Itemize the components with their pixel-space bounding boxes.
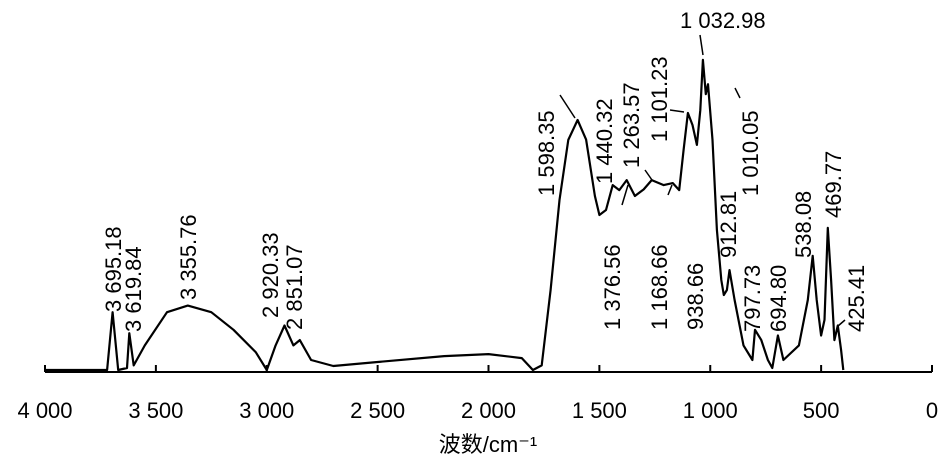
x-axis-label: 波数/cm⁻¹ — [439, 432, 537, 457]
leader-line — [559, 94, 576, 119]
x-tick-label: 500 — [803, 398, 840, 423]
peak-label: 1 598.35 — [534, 110, 559, 196]
peak-label: 3 619.84 — [121, 246, 146, 332]
peak-label: 912.81 — [716, 191, 741, 258]
x-tick-label: 4 000 — [17, 398, 72, 423]
peak-label: 2 851.07 — [282, 244, 307, 330]
x-tick-label: 1 000 — [683, 398, 738, 423]
leader-line — [621, 184, 629, 206]
peak-label: 1 101.23 — [647, 56, 672, 142]
peak-label: 1 032.98 — [680, 8, 766, 33]
peak-label: 3 355.76 — [176, 214, 201, 300]
leader-line — [699, 34, 704, 56]
peak-label: 1 168.66 — [647, 244, 672, 330]
peak-label: 1 263.57 — [619, 82, 644, 168]
x-tick-label: 2 500 — [350, 398, 405, 423]
x-tick-label: 2 000 — [461, 398, 516, 423]
x-tick-label: 3 500 — [128, 398, 183, 423]
peak-label: 425.41 — [844, 265, 869, 332]
leader-line — [837, 319, 846, 327]
peak-label: 694.80 — [766, 265, 791, 332]
peak-label: 2 920.33 — [258, 232, 283, 318]
leader-line — [669, 109, 685, 113]
x-tick-label: 3 000 — [239, 398, 294, 423]
peak-label: 938.66 — [683, 263, 708, 330]
x-tick-label: 0 — [926, 398, 938, 423]
peak-label: 469.77 — [821, 151, 846, 218]
leader-line — [644, 169, 653, 181]
peak-label: 797.73 — [740, 265, 765, 332]
leader-line — [667, 184, 673, 196]
peak-label: 1 376.56 — [600, 244, 625, 330]
peak-label: 1 010.05 — [738, 110, 763, 196]
peak-label: 1 440.32 — [592, 98, 617, 184]
peak-label: 3 695.18 — [101, 226, 126, 312]
peak-label: 538.08 — [791, 191, 816, 258]
leader-line — [734, 87, 741, 99]
spectrum-line — [45, 58, 845, 372]
x-tick-label: 1 500 — [572, 398, 627, 423]
